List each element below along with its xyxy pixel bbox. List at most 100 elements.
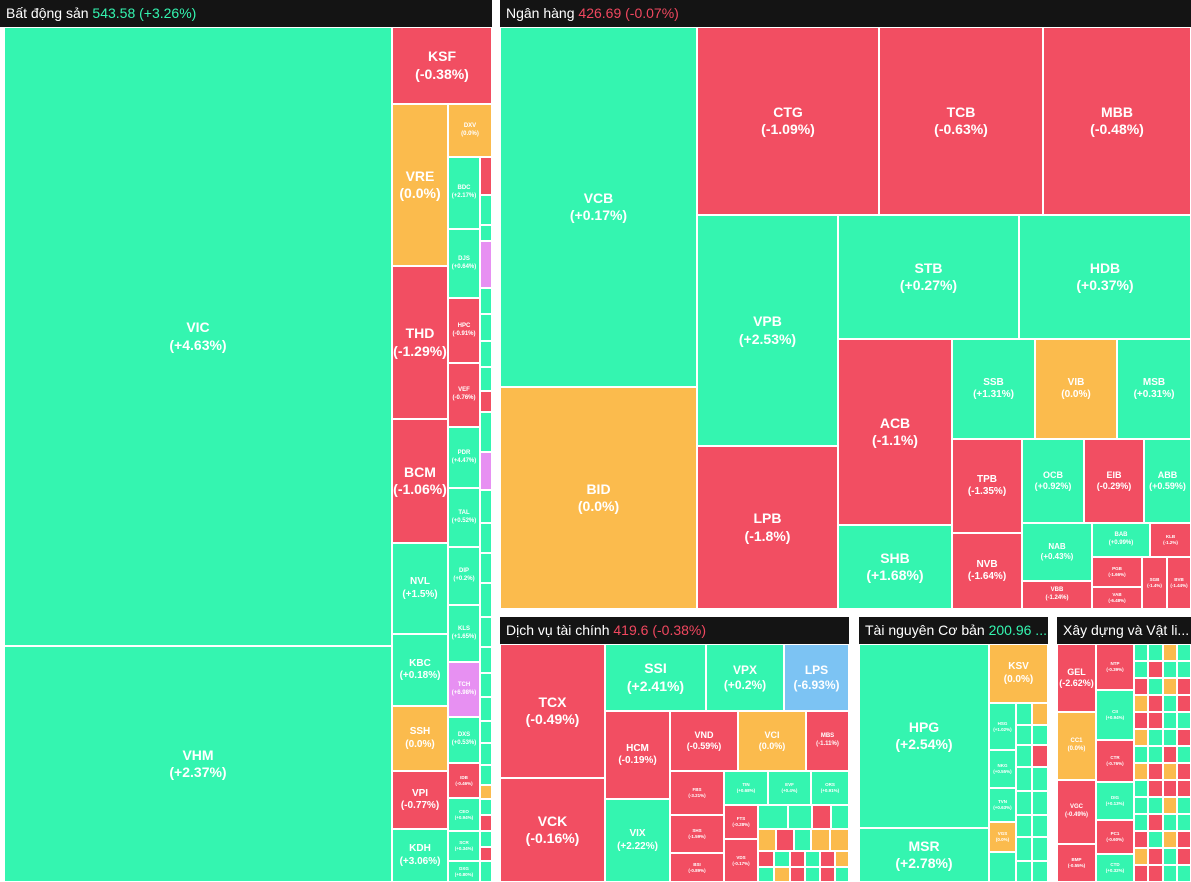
- stock-tile-small[interactable]: [480, 861, 492, 882]
- stock-tile-small[interactable]: [805, 851, 820, 867]
- stock-tile-vpx[interactable]: VPX (+0.2%): [706, 644, 784, 711]
- stock-tile-small[interactable]: [480, 765, 492, 785]
- stock-tile-small[interactable]: [1162, 746, 1177, 763]
- sector-header[interactable]: Ngân hàng 426.69 (-0.07%): [500, 0, 1191, 27]
- stock-tile-small[interactable]: [1148, 831, 1163, 848]
- stock-tile-gel[interactable]: GEL (-2.62%): [1057, 644, 1096, 712]
- stock-tile-small[interactable]: [480, 721, 492, 743]
- stock-tile-ntp[interactable]: NTP (-0.39%): [1096, 644, 1134, 690]
- stock-tile-small[interactable]: [1016, 767, 1032, 791]
- stock-tile-small[interactable]: [480, 647, 492, 673]
- stock-tile-small[interactable]: [1032, 861, 1048, 882]
- stock-tile-bsi[interactable]: BSI (-0.89%): [670, 853, 724, 882]
- stock-tile-cii[interactable]: CII (+0.94%): [1096, 690, 1134, 740]
- stock-tile-small[interactable]: [1148, 746, 1163, 763]
- stock-tile-ceo[interactable]: CEO (+0.94%): [448, 798, 480, 831]
- stock-tile-small[interactable]: [480, 341, 492, 367]
- stock-tile-small[interactable]: [480, 815, 492, 831]
- stock-tile-nvb[interactable]: NVB (-1.64%): [952, 533, 1022, 609]
- stock-tile-vds[interactable]: VDS (-0.17%): [724, 839, 758, 882]
- stock-tile-ssb[interactable]: SSB (+1.31%): [952, 339, 1035, 439]
- stock-tile-vpb[interactable]: VPB (+2.53%): [697, 215, 838, 446]
- stock-tile-vnd[interactable]: VND (-0.59%): [670, 711, 738, 771]
- stock-tile-tcx[interactable]: TCX (-0.49%): [500, 644, 605, 778]
- stock-tile-small[interactable]: [831, 805, 849, 829]
- stock-tile-ors[interactable]: ORS (+0.91%): [811, 771, 849, 805]
- stock-tile-small[interactable]: [480, 831, 492, 847]
- stock-tile-small[interactable]: [1016, 815, 1032, 837]
- stock-tile-tin[interactable]: TIN (+0.68%): [724, 771, 768, 805]
- stock-tile-vef[interactable]: VEF (-0.76%): [448, 363, 480, 427]
- stock-tile-bmp[interactable]: BMP (-0.55%): [1057, 844, 1096, 882]
- stock-tile-mbs[interactable]: MBS (-1.11%): [806, 711, 849, 771]
- stock-tile-small[interactable]: [1176, 797, 1191, 814]
- stock-tile-bab[interactable]: BAB (+0.99%): [1092, 523, 1150, 557]
- stock-tile-tal[interactable]: TAL (+0.52%): [448, 488, 480, 547]
- stock-tile-vib[interactable]: VIB (0.0%): [1035, 339, 1117, 439]
- stock-tile-evf[interactable]: EVF (+0.4%): [768, 771, 811, 805]
- stock-tile-small[interactable]: [480, 391, 492, 412]
- stock-tile-fts[interactable]: FTS (-0.28%): [724, 805, 758, 839]
- stock-tile-hpg[interactable]: HPG (+2.54%): [859, 644, 989, 828]
- stock-tile-vix[interactable]: VIX (+2.22%): [605, 799, 670, 882]
- stock-tile-small[interactable]: [1162, 763, 1177, 780]
- stock-tile-small[interactable]: [1162, 814, 1177, 831]
- stock-tile-tcb[interactable]: TCB (-0.63%): [879, 27, 1043, 215]
- stock-tile-small[interactable]: [1032, 767, 1048, 791]
- stock-tile-lps[interactable]: LPS (-6.93%): [784, 644, 849, 711]
- stock-tile-hsg[interactable]: HSG (+1.02%): [989, 703, 1016, 750]
- stock-tile-small[interactable]: [480, 799, 492, 815]
- stock-tile-vic[interactable]: VIC (+4.63%): [4, 27, 392, 646]
- stock-tile-shs[interactable]: SHS (-1.59%): [670, 815, 724, 853]
- stock-tile-kbc[interactable]: KBC (+0.18%): [392, 634, 448, 706]
- stock-tile-small[interactable]: [1134, 712, 1149, 729]
- stock-tile-small[interactable]: [1134, 848, 1149, 865]
- stock-tile-small[interactable]: [1148, 661, 1163, 678]
- stock-tile-small[interactable]: [1134, 865, 1149, 882]
- stock-tile-small[interactable]: [1134, 678, 1149, 695]
- stock-tile-vck[interactable]: VCK (-0.16%): [500, 778, 605, 882]
- stock-tile-small[interactable]: [1176, 865, 1191, 882]
- stock-tile-ssh[interactable]: SSH (0.0%): [392, 706, 448, 771]
- stock-tile-small[interactable]: [1134, 644, 1149, 661]
- stock-tile-small[interactable]: [1176, 695, 1191, 712]
- stock-tile-small[interactable]: [1134, 831, 1149, 848]
- stock-tile-small[interactable]: [480, 157, 492, 195]
- stock-tile-small[interactable]: [1148, 763, 1163, 780]
- stock-tile-small[interactable]: [480, 617, 492, 647]
- stock-tile-small[interactable]: [812, 805, 831, 829]
- stock-tile-ctg[interactable]: CTG (-1.09%): [697, 27, 879, 215]
- stock-tile-small[interactable]: [480, 523, 492, 553]
- stock-tile-small[interactable]: [1162, 797, 1177, 814]
- stock-tile-small[interactable]: [1162, 865, 1177, 882]
- stock-tile-pc1[interactable]: PC1 (-0.60%): [1096, 820, 1134, 854]
- stock-tile-small[interactable]: [1134, 763, 1149, 780]
- stock-tile-small[interactable]: [480, 288, 492, 314]
- stock-tile-small[interactable]: [1134, 746, 1149, 763]
- stock-tile-pgb[interactable]: PGB (-1.66%): [1092, 557, 1142, 587]
- stock-tile-kls[interactable]: KLS (+1.65%): [448, 605, 480, 662]
- stock-tile-small[interactable]: [1162, 780, 1177, 797]
- stock-tile-small[interactable]: [790, 867, 805, 882]
- stock-tile-small[interactable]: [480, 452, 492, 490]
- stock-tile-scr[interactable]: SCR (+0.34%): [448, 831, 480, 861]
- stock-tile-nvl[interactable]: NVL (+1.5%): [392, 543, 448, 634]
- stock-tile-small[interactable]: [989, 852, 1016, 882]
- stock-tile-small[interactable]: [1016, 837, 1032, 861]
- stock-tile-small[interactable]: [1016, 745, 1032, 767]
- stock-tile-idb[interactable]: IDB (-0.46%): [448, 763, 480, 798]
- stock-tile-small[interactable]: [1032, 815, 1048, 837]
- stock-tile-small[interactable]: [1016, 703, 1032, 725]
- stock-tile-dxv[interactable]: DXV (0.0%): [448, 104, 492, 157]
- stock-tile-small[interactable]: [1134, 814, 1149, 831]
- stock-tile-small[interactable]: [1148, 797, 1163, 814]
- stock-tile-small[interactable]: [1134, 661, 1149, 678]
- stock-tile-shb[interactable]: SHB (+1.68%): [838, 525, 952, 609]
- stock-tile-small[interactable]: [1176, 729, 1191, 746]
- stock-tile-small[interactable]: [1148, 780, 1163, 797]
- stock-tile-tpb[interactable]: TPB (-1.35%): [952, 439, 1022, 533]
- stock-tile-small[interactable]: [1134, 780, 1149, 797]
- stock-tile-eib[interactable]: EIB (-0.29%): [1084, 439, 1144, 523]
- stock-tile-small[interactable]: [1176, 814, 1191, 831]
- stock-tile-small[interactable]: [480, 241, 492, 288]
